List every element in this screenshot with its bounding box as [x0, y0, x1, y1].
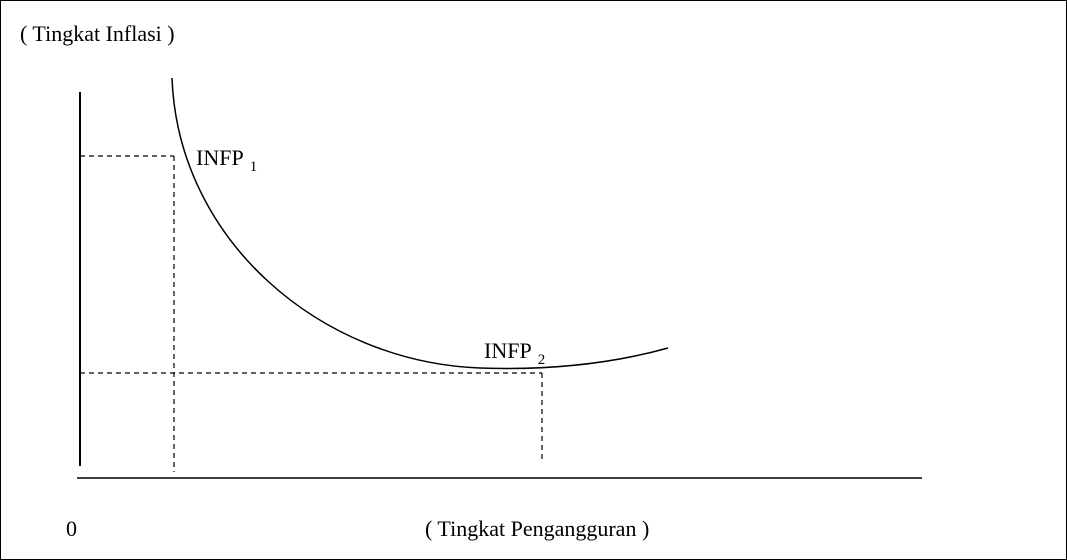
point-name: INFP	[484, 338, 532, 363]
point-label: INFP 2	[484, 338, 545, 368]
point-name: INFP	[196, 145, 244, 170]
x-axis-label: ( Tingkat Pengangguran )	[425, 516, 649, 541]
phillips-curve	[171, 77, 669, 370]
guide-lines	[80, 155, 543, 472]
point-label: INFP 1	[196, 145, 257, 175]
point-subscript: 1	[250, 159, 258, 175]
y-axis-label: ( Tingkat Inflasi )	[20, 21, 175, 46]
point-subscript: 2	[538, 352, 546, 368]
origin-label: 0	[66, 516, 77, 541]
